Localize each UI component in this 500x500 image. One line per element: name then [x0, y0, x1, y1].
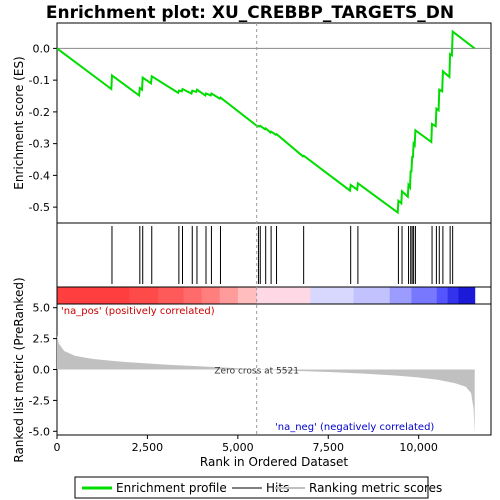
x-tick-label: 0: [54, 441, 61, 454]
x-tick-label: 2,500: [132, 441, 164, 454]
color-bar-segment: [158, 287, 185, 304]
x-axis-ticks: 0 2,500 5,000 7,500 10,000: [54, 435, 438, 454]
neg-label: 'na_neg' (negatively correlated): [275, 422, 434, 433]
metric-y-tick-label: -5.0: [29, 425, 50, 438]
metric-y-tick-label: 2.5: [33, 333, 51, 346]
hits-panel: [56, 222, 492, 288]
color-bar-segment: [57, 287, 130, 304]
x-tick-label: 5,000: [222, 441, 254, 454]
es-y-tick-label: -0.4: [29, 169, 50, 182]
color-bar-segment: [458, 287, 476, 304]
enrichment-profile-line: [56, 29, 476, 215]
es-panel-frame: [56, 22, 492, 224]
color-bar-segment: [447, 287, 459, 304]
color-bar-panel: [56, 286, 492, 305]
color-bar-segment: [353, 287, 391, 304]
metric-y-axis-label: Ranked list metric (PreRanked): [12, 277, 26, 462]
color-bar-segment: [219, 287, 239, 304]
color-bar-segment: [389, 287, 412, 304]
x-axis-label: Rank in Ordered Dataset: [200, 455, 348, 469]
hit-lines: [111, 226, 454, 284]
legend-enrichment-label: Enrichment profile: [116, 481, 227, 495]
color-bar: [57, 287, 476, 304]
color-bar-segment: [256, 287, 311, 304]
es-y-ticks: 0.0 -0.1 -0.2 -0.3 -0.4 -0.5: [29, 42, 57, 214]
es-y-tick-label: -0.5: [29, 201, 50, 214]
x-tick-label: 10,000: [399, 441, 438, 454]
es-y-tick-label: -0.1: [29, 74, 50, 87]
color-bar-segment: [310, 287, 355, 304]
es-y-tick-label: -0.3: [29, 138, 50, 151]
color-bar-segment: [237, 287, 258, 304]
pos-label: 'na_pos' (positively correlated): [61, 306, 215, 317]
color-bar-segment: [201, 287, 221, 304]
es-y-axis-label: Enrichment score (ES): [12, 56, 26, 189]
zero-cross-label: Zero cross at 5521: [214, 367, 299, 377]
es-panel: 0.0 -0.1 -0.2 -0.3 -0.4 -0.5 Enrichment score…: [12, 22, 492, 224]
chart-title: Enrichment plot: XU_CREBBP_TARGETS_DN: [46, 3, 454, 23]
color-bar-segment: [411, 287, 438, 304]
color-bar-segment: [129, 287, 159, 304]
metric-y-ticks: 5.0 2.5 0.0 -2.5 -5.0: [29, 302, 57, 438]
color-bar-segment: [436, 287, 449, 304]
metric-y-tick-label: 0.0: [33, 364, 51, 377]
legend: Enrichment profile Hits Ranking metric s…: [74, 476, 442, 499]
metric-y-tick-label: 5.0: [33, 302, 51, 315]
es-y-tick-label: 0.0: [33, 42, 51, 55]
x-tick-label: 7,500: [313, 441, 345, 454]
es-y-tick-label: -0.2: [29, 106, 50, 119]
color-bar-segment: [183, 287, 203, 304]
metric-panel: 5.0 2.5 0.0 -2.5 -5.0 Zero cross at 5521 'na…: [12, 23, 492, 463]
hits-panel-frame: [56, 222, 492, 288]
metric-y-tick-label: -2.5: [29, 394, 50, 407]
legend-metric-label: Ranking metric scores: [309, 481, 442, 495]
